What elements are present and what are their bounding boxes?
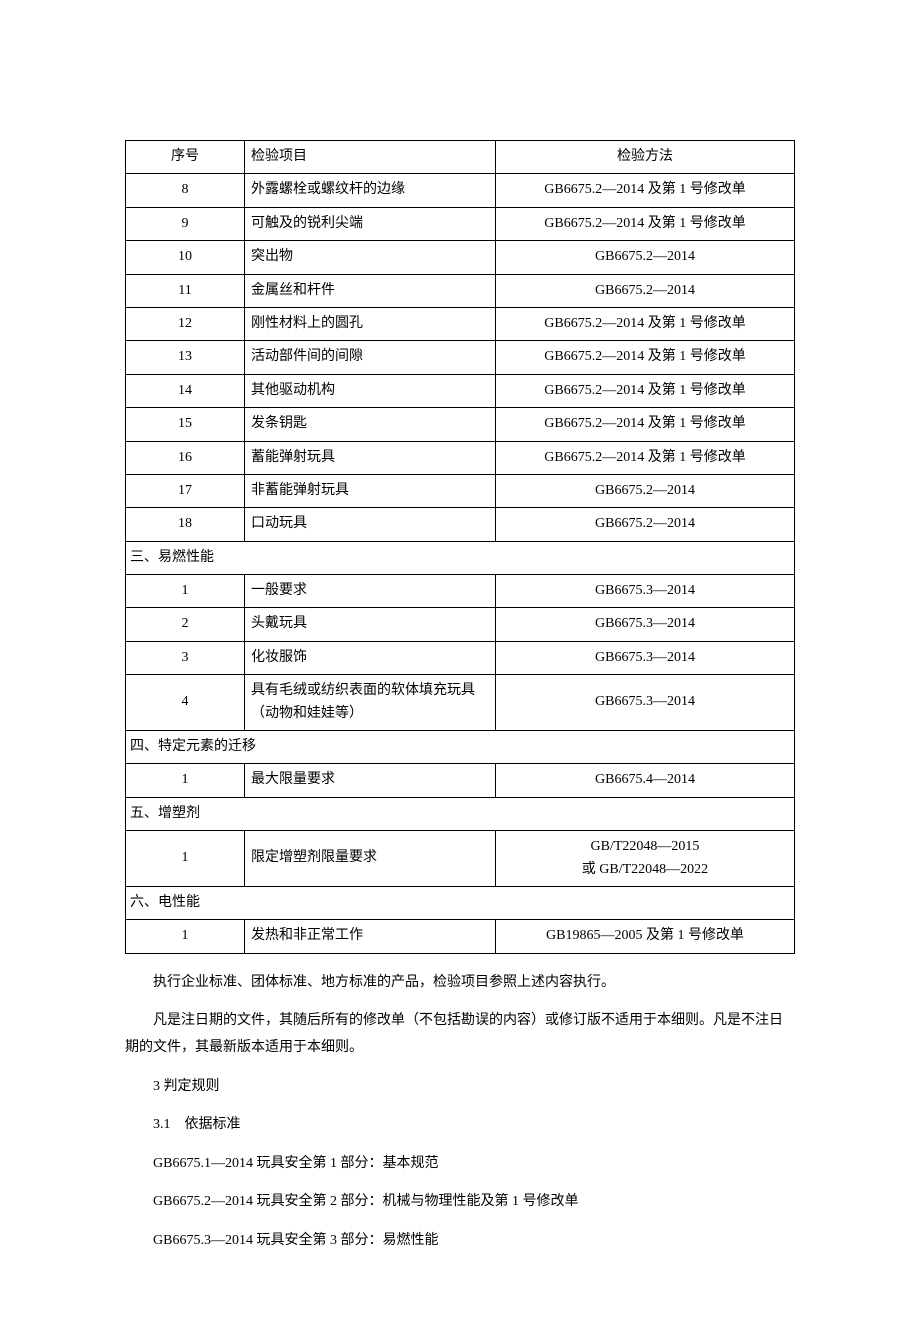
- table-row: 1限定增塑剂限量要求GB/T22048—2015或 GB/T22048—2022: [126, 831, 795, 887]
- cell-num: 16: [126, 441, 245, 474]
- cell-item: 非蓄能弹射玩具: [245, 474, 496, 507]
- cell-item: 最大限量要求: [245, 764, 496, 797]
- cell-item: 活动部件间的间隙: [245, 341, 496, 374]
- paragraph: 3.1 依据标准: [125, 1112, 795, 1139]
- cell-method: GB/T22048—2015或 GB/T22048—2022: [496, 831, 795, 887]
- cell-num: 1: [126, 575, 245, 608]
- th-num: 序号: [126, 141, 245, 174]
- cell-item: 其他驱动机构: [245, 374, 496, 407]
- cell-item: 外露螺栓或螺纹杆的边缘: [245, 174, 496, 207]
- table-body: 8外露螺栓或螺纹杆的边缘GB6675.2—2014 及第 1 号修改单9可触及的…: [126, 174, 795, 953]
- section-header-cell: 三、易燃性能: [126, 541, 795, 574]
- cell-num: 8: [126, 174, 245, 207]
- cell-item: 头戴玩具: [245, 608, 496, 641]
- cell-method: GB6675.2—2014: [496, 508, 795, 541]
- document-page: 序号 检验项目 检验方法 8外露螺栓或螺纹杆的边缘GB6675.2—2014 及…: [0, 0, 920, 1327]
- table-row: 10突出物GB6675.2—2014: [126, 241, 795, 274]
- cell-method: GB6675.2—2014 及第 1 号修改单: [496, 207, 795, 240]
- cell-num: 17: [126, 474, 245, 507]
- cell-num: 2: [126, 608, 245, 641]
- table-row: 13活动部件间的间隙GB6675.2—2014 及第 1 号修改单: [126, 341, 795, 374]
- cell-num: 18: [126, 508, 245, 541]
- table-header-row: 序号 检验项目 检验方法: [126, 141, 795, 174]
- cell-item: 一般要求: [245, 575, 496, 608]
- table-row: 18口动玩具GB6675.2—2014: [126, 508, 795, 541]
- cell-item: 具有毛绒或纺织表面的软体填充玩具（动物和娃娃等）: [245, 675, 496, 731]
- cell-method: GB6675.3—2014: [496, 575, 795, 608]
- table-row: 11金属丝和杆件GB6675.2—2014: [126, 274, 795, 307]
- table-row: 4具有毛绒或纺织表面的软体填充玩具（动物和娃娃等）GB6675.3—2014: [126, 675, 795, 731]
- cell-num: 15: [126, 408, 245, 441]
- paragraph: 3 判定规则: [125, 1074, 795, 1101]
- cell-method: GB6675.2—2014 及第 1 号修改单: [496, 174, 795, 207]
- table-section-row: 五、增塑剂: [126, 797, 795, 830]
- table-row: 1最大限量要求GB6675.4—2014: [126, 764, 795, 797]
- paragraph: 执行企业标准、团体标准、地方标准的产品，检验项目参照上述内容执行。: [125, 970, 795, 997]
- body-text-block: 执行企业标准、团体标准、地方标准的产品，检验项目参照上述内容执行。 凡是注日期的…: [125, 970, 795, 1255]
- table-row: 12刚性材料上的圆孔GB6675.2—2014 及第 1 号修改单: [126, 307, 795, 340]
- paragraph: GB6675.2—2014 玩具安全第 2 部分：机械与物理性能及第 1 号修改…: [125, 1189, 795, 1216]
- table-row: 9可触及的锐利尖端GB6675.2—2014 及第 1 号修改单: [126, 207, 795, 240]
- table-row: 16蓄能弹射玩具GB6675.2—2014 及第 1 号修改单: [126, 441, 795, 474]
- table-row: 15发条钥匙GB6675.2—2014 及第 1 号修改单: [126, 408, 795, 441]
- cell-num: 4: [126, 675, 245, 731]
- cell-item: 突出物: [245, 241, 496, 274]
- paragraph: GB6675.1—2014 玩具安全第 1 部分：基本规范: [125, 1151, 795, 1178]
- cell-num: 11: [126, 274, 245, 307]
- section-header-cell: 五、增塑剂: [126, 797, 795, 830]
- cell-method: GB6675.4—2014: [496, 764, 795, 797]
- cell-item: 蓄能弹射玩具: [245, 441, 496, 474]
- cell-method: GB6675.2—2014: [496, 241, 795, 274]
- section-header-cell: 四、特定元素的迁移: [126, 731, 795, 764]
- table-row: 14其他驱动机构GB6675.2—2014 及第 1 号修改单: [126, 374, 795, 407]
- cell-item: 发热和非正常工作: [245, 920, 496, 953]
- cell-num: 14: [126, 374, 245, 407]
- table-section-row: 四、特定元素的迁移: [126, 731, 795, 764]
- cell-num: 1: [126, 831, 245, 887]
- table-section-row: 三、易燃性能: [126, 541, 795, 574]
- th-method: 检验方法: [496, 141, 795, 174]
- cell-num: 3: [126, 641, 245, 674]
- table-row: 1发热和非正常工作GB19865—2005 及第 1 号修改单: [126, 920, 795, 953]
- th-item: 检验项目: [245, 141, 496, 174]
- table-row: 17非蓄能弹射玩具GB6675.2—2014: [126, 474, 795, 507]
- cell-method: GB6675.2—2014: [496, 274, 795, 307]
- cell-method: GB6675.2—2014 及第 1 号修改单: [496, 307, 795, 340]
- cell-method: GB6675.3—2014: [496, 675, 795, 731]
- cell-method: GB6675.2—2014 及第 1 号修改单: [496, 441, 795, 474]
- cell-item: 限定增塑剂限量要求: [245, 831, 496, 887]
- cell-method: GB6675.2—2014: [496, 474, 795, 507]
- cell-item: 化妆服饰: [245, 641, 496, 674]
- cell-num: 1: [126, 764, 245, 797]
- cell-method: GB6675.2—2014 及第 1 号修改单: [496, 341, 795, 374]
- cell-item: 发条钥匙: [245, 408, 496, 441]
- table-row: 2头戴玩具GB6675.3—2014: [126, 608, 795, 641]
- cell-num: 13: [126, 341, 245, 374]
- table-row: 3化妆服饰GB6675.3—2014: [126, 641, 795, 674]
- cell-num: 9: [126, 207, 245, 240]
- cell-item: 口动玩具: [245, 508, 496, 541]
- cell-method: GB19865—2005 及第 1 号修改单: [496, 920, 795, 953]
- paragraph: 凡是注日期的文件，其随后所有的修改单（不包括勘误的内容）或修订版不适用于本细则。…: [125, 1008, 795, 1061]
- cell-method: GB6675.2—2014 及第 1 号修改单: [496, 408, 795, 441]
- cell-num: 1: [126, 920, 245, 953]
- cell-num: 12: [126, 307, 245, 340]
- inspection-table: 序号 检验项目 检验方法 8外露螺栓或螺纹杆的边缘GB6675.2—2014 及…: [125, 140, 795, 954]
- cell-method: GB6675.3—2014: [496, 641, 795, 674]
- table-row: 8外露螺栓或螺纹杆的边缘GB6675.2—2014 及第 1 号修改单: [126, 174, 795, 207]
- section-header-cell: 六、电性能: [126, 886, 795, 919]
- paragraph: GB6675.3—2014 玩具安全第 3 部分：易燃性能: [125, 1228, 795, 1255]
- cell-item: 金属丝和杆件: [245, 274, 496, 307]
- cell-item: 可触及的锐利尖端: [245, 207, 496, 240]
- table-section-row: 六、电性能: [126, 886, 795, 919]
- cell-method: GB6675.3—2014: [496, 608, 795, 641]
- cell-item: 刚性材料上的圆孔: [245, 307, 496, 340]
- table-row: 1一般要求GB6675.3—2014: [126, 575, 795, 608]
- cell-num: 10: [126, 241, 245, 274]
- cell-method: GB6675.2—2014 及第 1 号修改单: [496, 374, 795, 407]
